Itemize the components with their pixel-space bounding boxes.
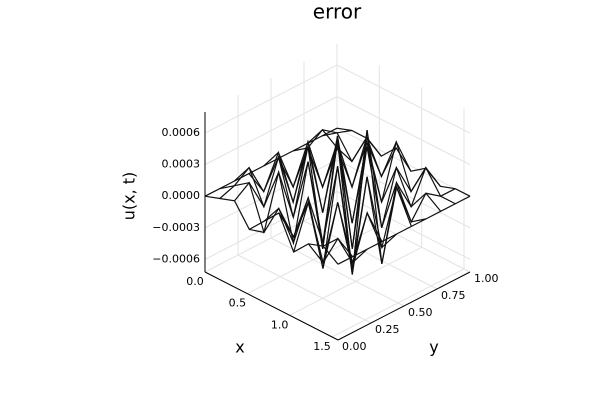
surface-wire	[337, 195, 471, 265]
surface-wire	[219, 129, 352, 199]
z-tick-label: −0.0003	[152, 221, 200, 234]
surface-wire	[293, 129, 427, 275]
surface-wire	[204, 195, 339, 265]
grid-line	[336, 203, 471, 273]
y-tick-label: 0.75	[441, 289, 466, 302]
z-axis-label: u(x, t)	[120, 172, 139, 221]
surface-wire	[322, 185, 456, 265]
chart-title: error	[313, 0, 362, 24]
grid-line	[270, 237, 405, 307]
surface-wire	[336, 127, 471, 197]
z-tick-label: −0.0006	[152, 252, 200, 265]
x-axis	[204, 271, 339, 341]
surface-wire	[278, 140, 412, 249]
y-axis	[337, 271, 471, 341]
z-tick-label: 0.0000	[162, 189, 201, 202]
z-tick-label: 0.0006	[162, 126, 201, 139]
x-tick-label: 1.5	[313, 340, 331, 353]
surface-wire	[234, 137, 368, 209]
y-axis-label: y	[429, 338, 438, 357]
y-tick-label: 0.00	[342, 340, 367, 353]
x-axis-label: x	[235, 338, 244, 357]
grid-line	[336, 96, 471, 166]
grid-line	[336, 64, 471, 134]
y-tick-label: 0.25	[375, 323, 400, 336]
surface-wire	[249, 136, 382, 234]
x-tick-label: 0.5	[229, 297, 247, 310]
x-tick-label: 0.0	[186, 275, 204, 288]
y-tick-label: 1.00	[474, 272, 499, 285]
surface-wire	[219, 182, 354, 265]
grid-line	[303, 220, 438, 290]
x-tick-label: 1.0	[271, 318, 289, 331]
surface-wire	[322, 132, 456, 205]
z-tick-label: 0.0003	[162, 158, 201, 171]
y-tick-label: 0.50	[408, 306, 433, 319]
grid-line	[237, 254, 372, 324]
grid-line	[336, 127, 471, 197]
surface-wire	[307, 166, 441, 269]
